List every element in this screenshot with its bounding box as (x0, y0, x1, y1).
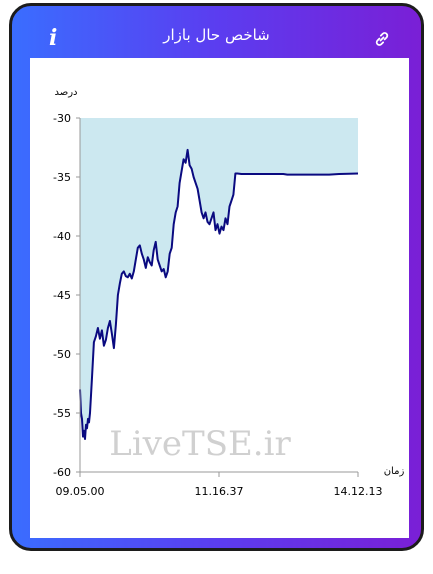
y-tick-label: -45 (53, 289, 71, 302)
info-icon[interactable]: i (49, 25, 58, 51)
x-tick-label: 14.12.13 (334, 485, 383, 498)
market-index-chart: درصد زمان LiveTSE.ir -30 -35 -40 -45 -50 -55 -… (53, 87, 405, 498)
y-tick-label: -60 (53, 466, 71, 479)
y-tick-label: -35 (53, 171, 71, 184)
chart-panel: درصد زمان LiveTSE.ir -30 -35 -40 -45 -50 -55 -… (30, 58, 409, 538)
x-tick-label: 09.05.00 (56, 485, 105, 498)
y-tick-label: -30 (53, 112, 71, 125)
header-bar: i شاخص حال بازار (12, 6, 421, 58)
area-fill (80, 118, 358, 439)
y-tick-label: -50 (53, 348, 71, 361)
app-card: i شاخص حال بازار درصد زمان LiveTSE.ir -3… (9, 3, 424, 551)
y-tick-label: -55 (53, 407, 71, 420)
y-tick-label: -40 (53, 230, 71, 243)
x-tick-label: 11.16.37 (195, 485, 244, 498)
y-axis-label: درصد (54, 87, 77, 98)
page-title: شاخص حال بازار (163, 26, 270, 44)
index-line (79, 148, 359, 440)
watermark: LiveTSE.ir (109, 424, 291, 464)
link-icon[interactable] (373, 30, 391, 48)
x-axis-label: زمان (384, 466, 405, 477)
